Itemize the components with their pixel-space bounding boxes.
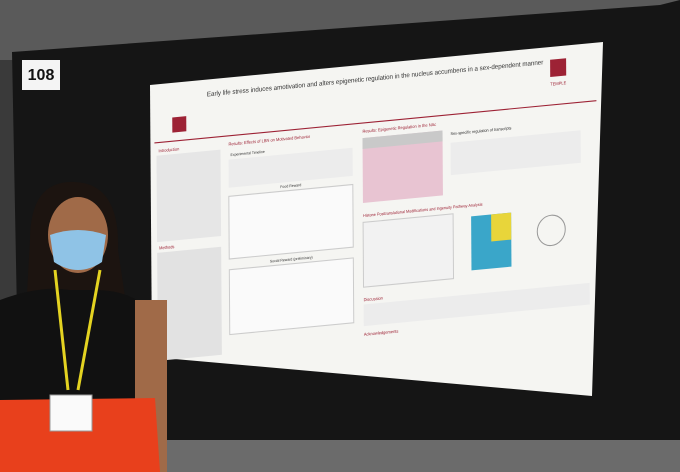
logo-left (172, 116, 187, 133)
mask (50, 230, 106, 270)
figure (362, 213, 455, 288)
person (0, 181, 167, 472)
text-block (156, 149, 222, 243)
subheading: Experimental Timeline (231, 150, 265, 157)
subheading: Sex-specific regulation of transcripts (451, 125, 512, 136)
section-heading: Acknowledgements (364, 328, 399, 336)
text-block (450, 130, 581, 176)
network (536, 214, 566, 247)
name-badge (49, 394, 93, 432)
lanyard (53, 269, 102, 391)
subheading: Food Reward (280, 183, 301, 189)
text-block (363, 282, 590, 327)
table (362, 130, 443, 203)
subheading: Social Reward (preliminary) (270, 255, 313, 263)
heatmap-cell (491, 212, 512, 242)
figure (228, 183, 354, 260)
table-header (362, 130, 443, 149)
booth-sign (22, 60, 60, 90)
figure (228, 257, 355, 336)
skirt (0, 398, 160, 472)
section-heading: Introduction (158, 146, 180, 153)
institution: TEMPLE (550, 80, 566, 87)
booth-number: 108 (28, 67, 55, 84)
text-block (157, 246, 222, 361)
top (0, 288, 152, 410)
divider (154, 100, 597, 144)
logo-right (550, 58, 567, 77)
section-heading: Discussion (364, 295, 384, 302)
figure (228, 147, 353, 188)
section-heading: Methods (159, 244, 174, 251)
